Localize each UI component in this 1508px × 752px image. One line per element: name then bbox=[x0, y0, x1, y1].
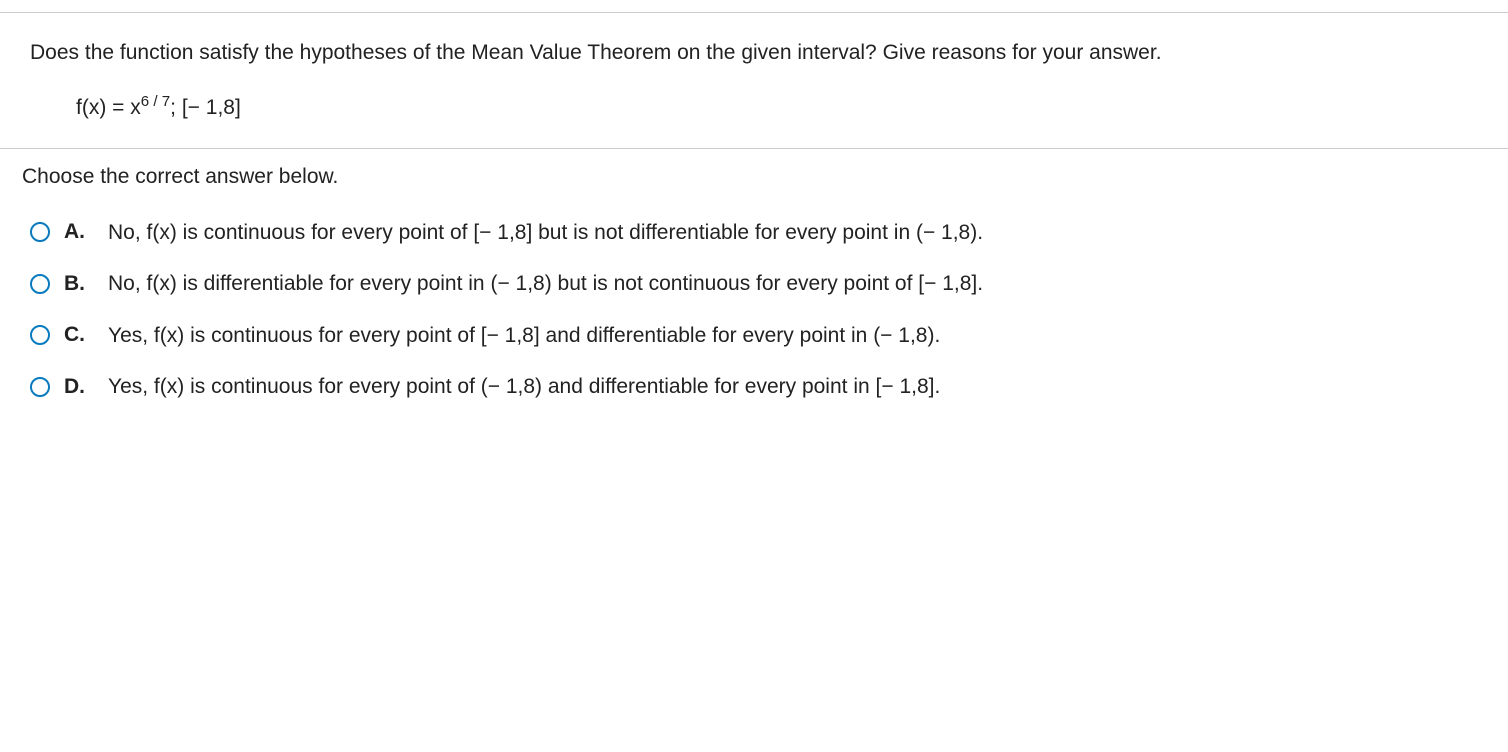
question-prompt: Does the function satisfy the hypotheses… bbox=[30, 37, 1478, 69]
radio-a[interactable] bbox=[30, 222, 50, 242]
radio-b[interactable] bbox=[30, 274, 50, 294]
option-text: Yes, f(x) is continuous for every point … bbox=[108, 371, 940, 403]
choose-prompt: Choose the correct answer below. bbox=[0, 149, 1508, 193]
option-text: Yes, f(x) is continuous for every point … bbox=[108, 320, 940, 352]
function-prefix: f(x) = x bbox=[76, 96, 141, 119]
option-letter: B. bbox=[64, 272, 94, 296]
radio-c[interactable] bbox=[30, 325, 50, 345]
function-suffix: ; [− 1,8] bbox=[170, 96, 241, 119]
radio-d[interactable] bbox=[30, 377, 50, 397]
option-b[interactable]: B. No, f(x) is differentiable for every … bbox=[30, 268, 1478, 300]
option-text: No, f(x) is continuous for every point o… bbox=[108, 217, 983, 249]
option-letter: A. bbox=[64, 220, 94, 244]
option-letter: D. bbox=[64, 375, 94, 399]
options-list: A. No, f(x) is continuous for every poin… bbox=[0, 193, 1508, 427]
function-exponent: 6 / 7 bbox=[141, 93, 170, 110]
option-a[interactable]: A. No, f(x) is continuous for every poin… bbox=[30, 217, 1478, 249]
question-block: Does the function satisfy the hypotheses… bbox=[0, 13, 1508, 130]
option-d[interactable]: D. Yes, f(x) is continuous for every poi… bbox=[30, 371, 1478, 403]
option-text: No, f(x) is differentiable for every poi… bbox=[108, 268, 983, 300]
option-letter: C. bbox=[64, 323, 94, 347]
option-c[interactable]: C. Yes, f(x) is continuous for every poi… bbox=[30, 320, 1478, 352]
function-definition: f(x) = x6 / 7; [− 1,8] bbox=[30, 95, 1478, 120]
